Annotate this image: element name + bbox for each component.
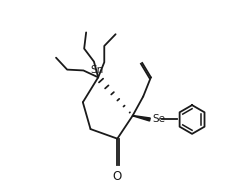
- Text: Se: Se: [153, 114, 166, 124]
- Text: O: O: [113, 169, 122, 183]
- Text: Sn: Sn: [90, 65, 104, 75]
- Polygon shape: [132, 115, 150, 121]
